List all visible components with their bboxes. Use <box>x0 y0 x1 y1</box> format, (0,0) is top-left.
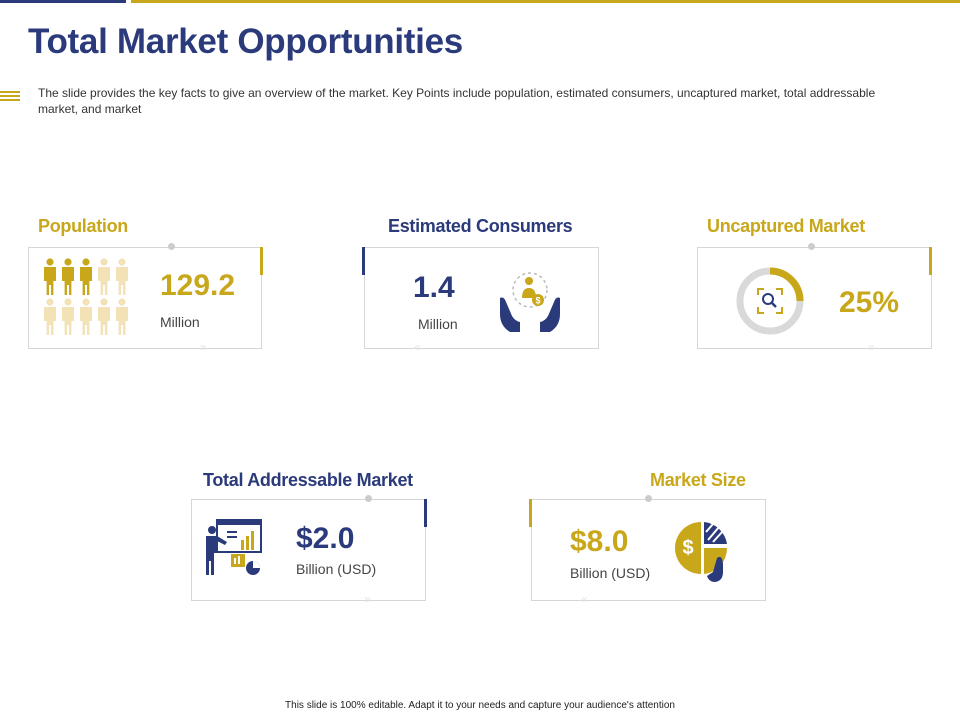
coin-pie-chart-icon: $ <box>675 522 728 582</box>
people-icon <box>44 258 128 335</box>
accent-bar <box>362 247 365 275</box>
estimated-consumers-value: 1.4 <box>413 271 455 304</box>
accent-bar <box>529 499 532 527</box>
accent-bar <box>929 247 932 275</box>
connector-dot <box>365 495 372 502</box>
svg-text:$: $ <box>535 296 540 306</box>
chevron-right-icon: » <box>364 592 371 606</box>
connector-dot <box>168 243 175 250</box>
connector-dot <box>808 243 815 250</box>
connector-dot <box>645 495 652 502</box>
total-addressable-market-card <box>191 499 426 601</box>
estimated-consumers-card <box>364 247 599 349</box>
market-size-value: $8.0 <box>570 525 629 558</box>
total-addressable-market-unit: Billion (USD) <box>296 561 377 577</box>
total-addressable-market-title: Total Addressable Market <box>203 470 413 490</box>
svg-text:$: $ <box>682 537 693 559</box>
total-addressable-market-value: $2.0 <box>296 522 355 555</box>
uncaptured-market-title: Uncaptured Market <box>707 216 865 236</box>
slide-title: Total Market Opportunities <box>28 22 463 61</box>
slide-subtitle: The slide provides the key facts to give… <box>38 86 876 116</box>
accent-bar <box>260 247 263 275</box>
uncaptured-market-value: 25% <box>839 286 900 319</box>
presenter-board-icon <box>206 519 262 575</box>
target-donut-icon <box>736 267 804 335</box>
top-bar-gold <box>131 0 960 3</box>
chevron-right-icon: » <box>200 340 207 354</box>
top-bar-navy <box>0 0 126 3</box>
population-title: Population <box>38 216 128 236</box>
accent-bar <box>424 499 427 527</box>
market-size-unit: Billion (USD) <box>570 565 651 581</box>
population-unit: Million <box>160 314 200 330</box>
hands-holding-user-icon: $ <box>500 272 560 332</box>
estimated-consumers-unit: Million <box>418 316 458 332</box>
footer-note: This slide is 100% editable. Adapt it to… <box>285 700 675 711</box>
estimated-consumers-title: Estimated Consumers <box>388 216 573 236</box>
market-size-title: Market Size <box>650 470 746 490</box>
chevron-left-icon: « <box>581 592 588 606</box>
menu-lines-decoration <box>0 91 20 105</box>
chevron-left-icon: « <box>414 340 421 354</box>
population-value: 129.2 <box>160 269 236 302</box>
chevron-right-icon: » <box>868 340 875 354</box>
